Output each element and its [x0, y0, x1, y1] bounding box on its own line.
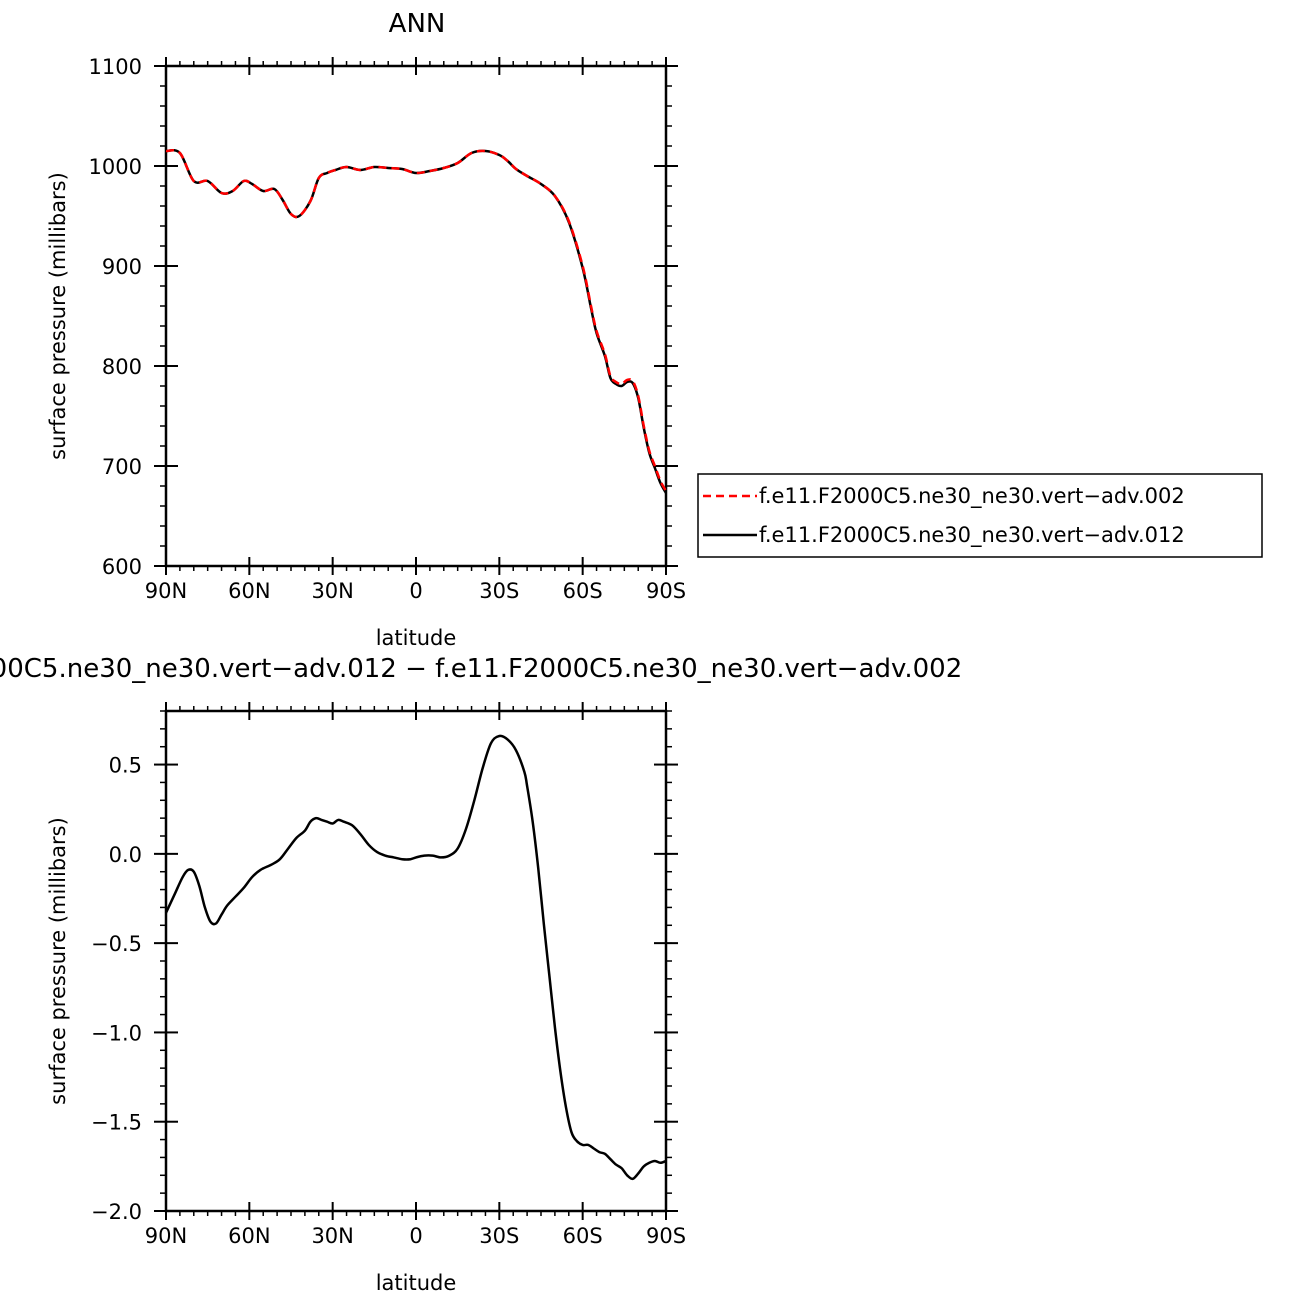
- bottom-chart-title: f.e11.F2000C5.ne30_ne30.vert−adv.012 − f…: [0, 654, 962, 684]
- bottom-x-tick-label: 60S: [563, 1224, 603, 1248]
- top-y-tick-label: 900: [102, 255, 142, 279]
- top-y-tick-label: 800: [102, 355, 142, 379]
- bottom-x-tick-label: 90N: [145, 1224, 187, 1248]
- top-x-tick-label: 30S: [479, 579, 519, 603]
- bottom-y-tick-label: −2.0: [91, 1200, 142, 1224]
- bottom-y-tick-label: 0.0: [109, 843, 142, 867]
- top-x-axis-label: latitude: [376, 626, 457, 650]
- top-x-tick-label: 60N: [228, 579, 270, 603]
- top-x-tick-label: 0: [409, 579, 422, 603]
- top-series-line-1: [165, 148, 668, 492]
- top-x-tick-label: 60S: [563, 579, 603, 603]
- top-y-tick-label: 1100: [89, 55, 142, 79]
- bottom-y-tick-label: −1.5: [91, 1111, 142, 1135]
- legend-label-series-1: f.e11.F2000C5.ne30_ne30.vert−adv.002: [759, 484, 1185, 509]
- top-y-axis-label: surface pressure (millibars): [46, 172, 70, 460]
- top-panel: ANN 90N 60N 30N 0 30S 60S 90S 600 700 800 900 1000…: [46, 9, 1263, 650]
- top-chart-title: ANN: [389, 9, 446, 39]
- top-y-tick-label: 1000: [89, 155, 142, 179]
- top-y-tick-label: 600: [102, 555, 142, 579]
- bottom-y-tick-label: −1.0: [91, 1021, 142, 1045]
- bottom-y-tick-label: 0.5: [109, 754, 142, 778]
- top-plot-frame: [164, 64, 668, 568]
- bottom-x-tick-label: 0: [409, 1224, 422, 1248]
- bottom-x-tick-label: 60N: [228, 1224, 270, 1248]
- bottom-y-tick-label: −0.5: [91, 932, 142, 956]
- bottom-y-ticks: −2.0 −1.5 −1.0 −0.5 0.0 0.5: [91, 710, 678, 1224]
- bottom-series-lines: [164, 734, 667, 1181]
- bottom-x-tick-label: 90S: [646, 1224, 686, 1248]
- legend-box: [697, 473, 1263, 558]
- legend-label-series-2: f.e11.F2000C5.ne30_ne30.vert−adv.012: [759, 523, 1185, 548]
- top-y-tick-label: 700: [102, 455, 142, 479]
- bottom-x-tick-label: 30S: [479, 1224, 519, 1248]
- bottom-x-tick-label: 30N: [311, 1224, 353, 1248]
- bottom-panel: f.e11.F2000C5.ne30_ne30.vert−adv.012 − f…: [0, 654, 962, 1295]
- top-series-lines: [165, 148, 668, 494]
- top-y-ticks: 600 700 800 900 1000 1100: [89, 55, 678, 579]
- legend: f.e11.F2000C5.ne30_ne30.vert−adv.002 f.e…: [697, 473, 1263, 558]
- bottom-plot-frame: [164, 709, 668, 1213]
- top-x-tick-label: 30N: [311, 579, 353, 603]
- bottom-y-axis-label: surface pressure (millibars): [46, 817, 70, 1105]
- top-x-ticks: 90N 60N 30N 0 30S 60S 90S: [145, 57, 686, 603]
- top-x-tick-label: 90S: [646, 579, 686, 603]
- top-x-tick-label: 90N: [145, 579, 187, 603]
- top-series-line-2: [165, 148, 668, 494]
- bottom-series-line-1: [164, 734, 667, 1181]
- bottom-x-axis-label: latitude: [376, 1271, 457, 1295]
- bottom-x-ticks: 90N 60N 30N 0 30S 60S 90S: [145, 702, 686, 1248]
